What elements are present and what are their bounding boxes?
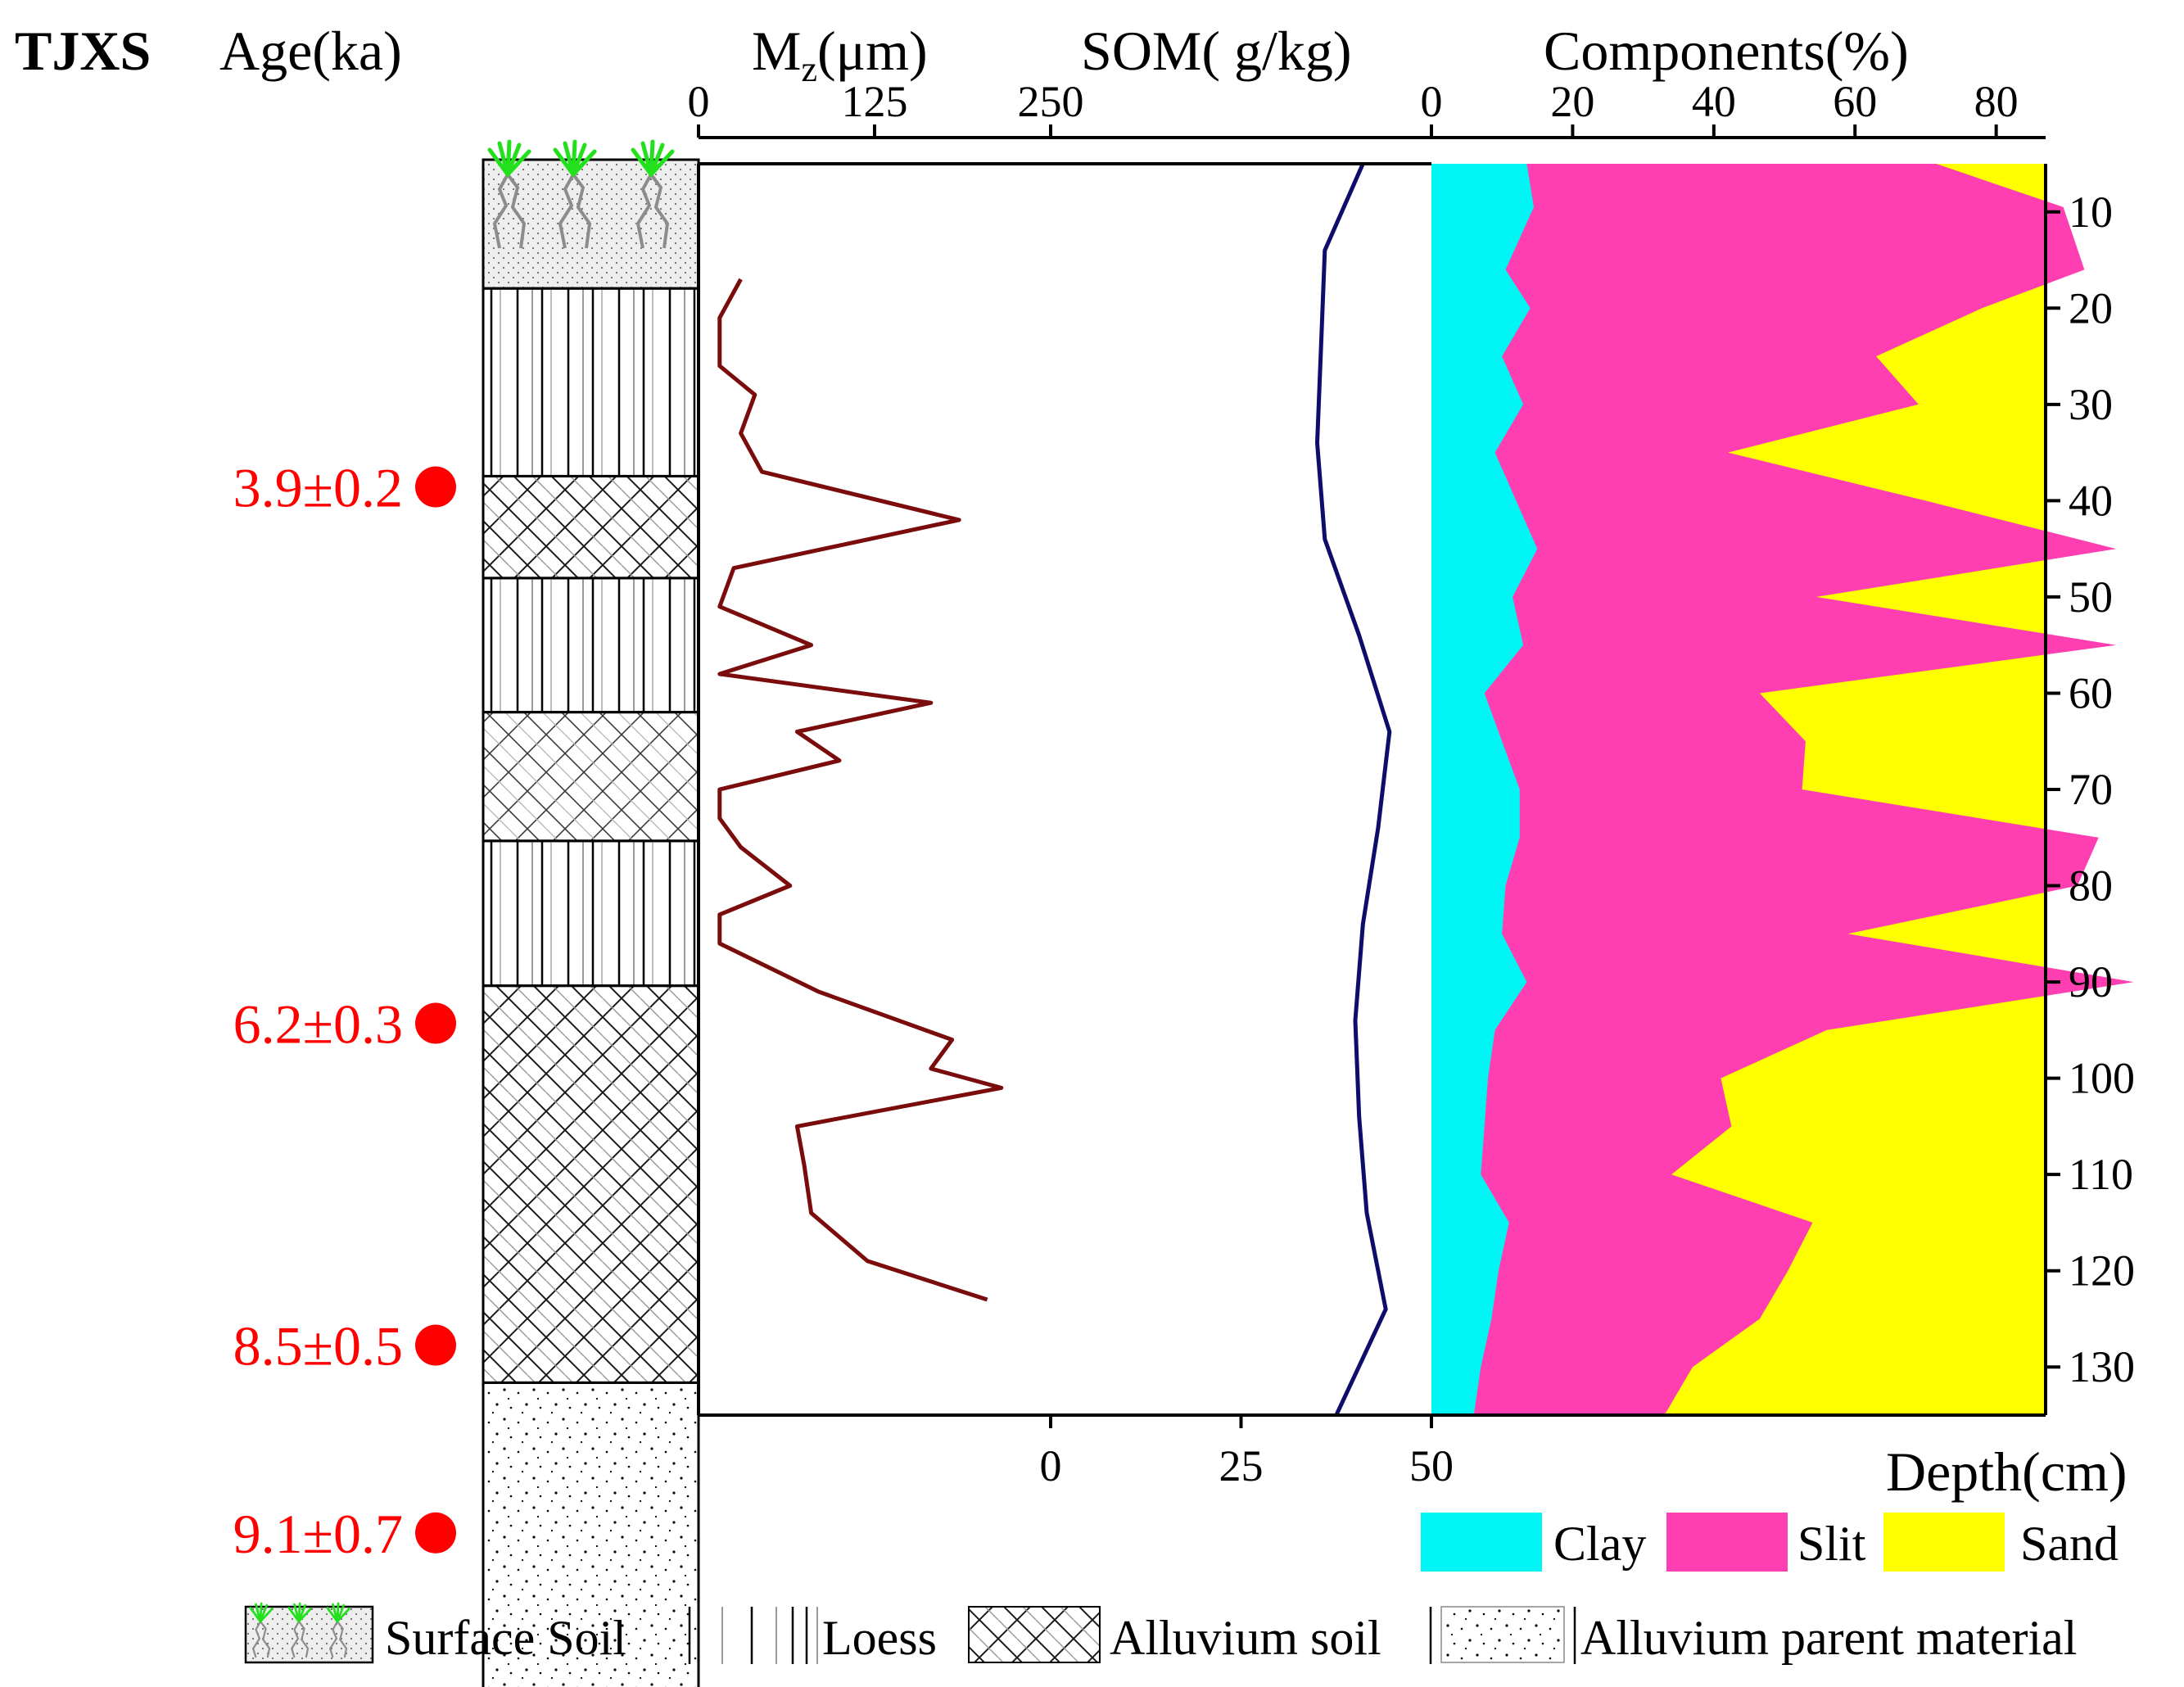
- root-icon: [291, 1621, 300, 1658]
- depth-tick-label: 50: [2069, 572, 2113, 622]
- age-label: 8.5±0.5: [233, 1315, 403, 1377]
- mz-line: [717, 278, 1004, 1302]
- age-marker-dot: [415, 1002, 456, 1044]
- som-tick-label: 50: [1409, 1441, 1454, 1490]
- legend-loess-label: Loess: [822, 1611, 937, 1665]
- legend-surface-label: Surface Soil: [385, 1611, 626, 1665]
- root-icon: [492, 174, 509, 249]
- clay-area: [1431, 164, 1538, 1415]
- components-header: Components(%): [1544, 20, 1909, 82]
- components-tick-label: 40: [1692, 77, 1736, 126]
- mz-tick-label: 0: [688, 77, 710, 126]
- legend-alluvium-label: Alluvium soil: [1110, 1611, 1381, 1665]
- legend-loess-swatch: [688, 1607, 818, 1664]
- som-header: SOM( g/kg): [1081, 20, 1352, 82]
- depth-tick-label: 20: [2069, 283, 2113, 332]
- grass-blade-icon: [336, 1608, 350, 1623]
- mz-header-sub: z: [801, 49, 817, 89]
- mz-header-unit: (μm): [817, 20, 928, 82]
- lithology-layer-loess: [483, 840, 699, 986]
- components-tick-label: 80: [1974, 77, 2019, 126]
- som-tick-label: 0: [1040, 1441, 1062, 1490]
- legend-clay-label: Clay: [1553, 1517, 1646, 1571]
- depth-tick-label: 30: [2069, 380, 2113, 429]
- mz-tick-label: 250: [1018, 77, 1084, 126]
- root-icon: [635, 174, 653, 249]
- mz-header: Mz(μm): [752, 20, 928, 89]
- root-icon: [337, 1621, 348, 1658]
- depth-tick-label: 60: [2069, 668, 2113, 717]
- age-marker-dot: [415, 466, 456, 508]
- legend-grass-icon: [249, 1602, 350, 1658]
- root-icon: [298, 1621, 310, 1658]
- legend-silt-label: Slit: [1797, 1517, 1866, 1571]
- depth-axis-label: Depth(cm): [1886, 1441, 2127, 1503]
- grass-blade-icon: [297, 1608, 312, 1623]
- mz-tick-label: 125: [842, 77, 908, 126]
- silt-area: [1431, 164, 2134, 1415]
- legend-surface-swatch: [244, 1602, 374, 1664]
- som-line-chart: [1315, 162, 1392, 1417]
- age-marker-dot: [415, 1324, 456, 1366]
- components-tick-label: 60: [1833, 77, 1877, 126]
- components-tick-label: 20: [1550, 77, 1594, 126]
- age-header: Age(ka): [219, 20, 402, 82]
- mz-header-main: M: [752, 20, 801, 82]
- legend-silt-swatch: [1666, 1513, 1788, 1572]
- grass-blade-icon: [505, 149, 531, 177]
- components-area-chart: [1431, 164, 2134, 1415]
- lithology-legend: Surface Soil Loess Alluvium soil Alluviu…: [244, 1602, 2077, 1665]
- legend-parent-label: Alluvium parent material: [1580, 1611, 2077, 1665]
- lithology-layer-loess: [483, 577, 699, 712]
- age-marker-dot: [415, 1512, 456, 1554]
- depth-tick-label: 110: [2069, 1150, 2133, 1199]
- lithology-layer-alluvium: [483, 985, 699, 1383]
- components-tick-label: 0: [1421, 77, 1443, 126]
- legend-alluvium-swatch: [968, 1606, 1101, 1663]
- root-icon: [260, 1621, 271, 1658]
- som-line: [1315, 162, 1392, 1417]
- age-label: 3.9±0.2: [233, 457, 403, 519]
- root-icon: [572, 173, 592, 249]
- grass-blade-icon: [571, 149, 597, 177]
- root-icon: [252, 1621, 261, 1658]
- age-label: 6.2±0.3: [233, 993, 403, 1056]
- lithology-layer-loess: [483, 288, 699, 477]
- lithology-layer-parent: [483, 1382, 699, 1687]
- site-label: TJXS: [15, 20, 151, 82]
- lithology-layer-alluvium: [483, 476, 699, 578]
- grass-blade-icon: [649, 149, 675, 177]
- depth-tick-label: 100: [2069, 1054, 2135, 1103]
- legend-parent-swatch: [1440, 1606, 1565, 1663]
- age-label: 9.1±0.7: [233, 1503, 403, 1565]
- axes: 0 125 250 0 20 40 60 80 0 25 50 10 20 30 40 50 60 70 80 90 1…: [688, 77, 2136, 1490]
- lithology-column: [482, 139, 700, 1687]
- depth-tick-label: 90: [2069, 957, 2113, 1006]
- root-icon: [506, 173, 527, 249]
- legend-clay-swatch: [1421, 1513, 1542, 1572]
- legend-sand-swatch: [1883, 1513, 2005, 1572]
- mz-line-chart: [717, 278, 1004, 1302]
- root-icon: [329, 1621, 338, 1658]
- depth-tick-label: 80: [2069, 862, 2113, 911]
- depth-tick-label: 130: [2069, 1342, 2135, 1391]
- age-markers: 3.9±0.2 6.2±0.3 8.5±0.5 9.1±0.7: [233, 457, 456, 1565]
- components-legend: Clay Slit Sand: [1421, 1513, 2118, 1572]
- root-icon: [649, 173, 670, 249]
- som-tick-label: 25: [1219, 1441, 1264, 1490]
- depth-tick-label: 120: [2069, 1246, 2135, 1296]
- depth-tick-label: 40: [2069, 476, 2113, 525]
- grass-blade-icon: [259, 1608, 274, 1623]
- lithology-layer-alluvium_light: [483, 712, 699, 841]
- root-icon: [558, 174, 575, 249]
- lithology-layer-border: [482, 1381, 700, 1687]
- legend-sand-label: Sand: [2020, 1517, 2118, 1571]
- depth-tick-label: 70: [2069, 765, 2113, 814]
- depth-tick-label: 10: [2069, 188, 2113, 237]
- surface-plants-icon: [487, 139, 675, 249]
